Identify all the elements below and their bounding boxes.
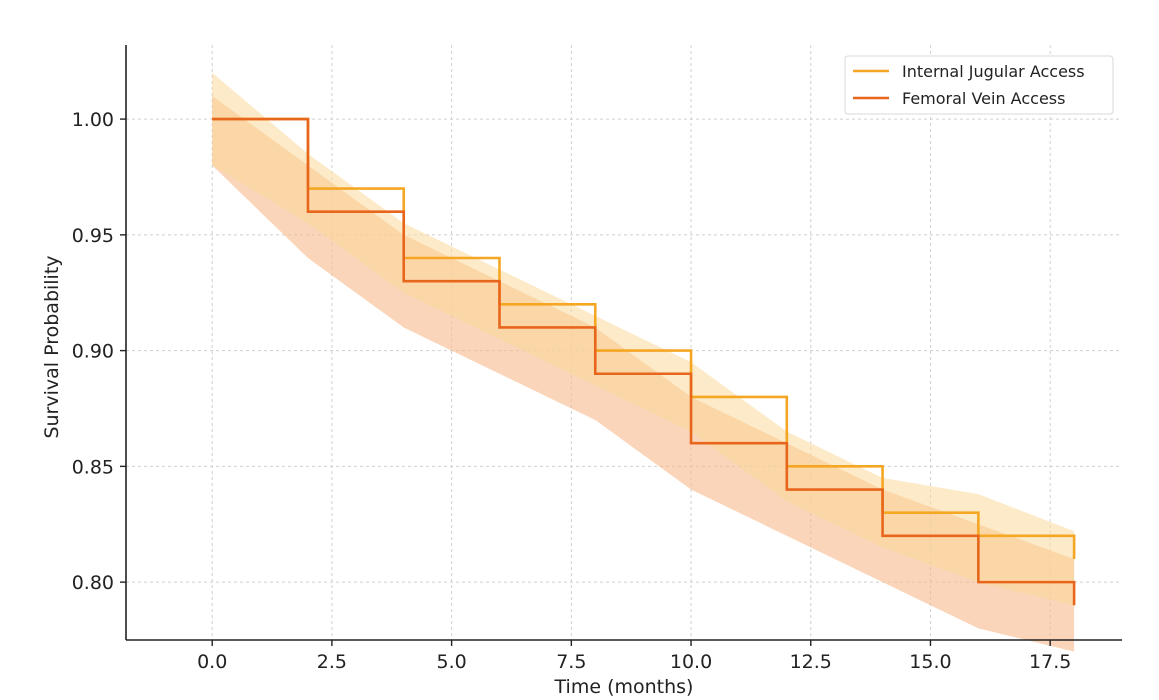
- series-line-femoral-vein: [212, 117, 1076, 606]
- x-tick-label: 0.0: [197, 651, 227, 673]
- y-tick-label: 0.85: [72, 456, 114, 478]
- x-tick-label: 2.5: [317, 651, 347, 673]
- series-line-internal-jugular: [212, 117, 1076, 559]
- x-tick-label: 17.5: [1029, 651, 1071, 673]
- y-tick-label: 0.95: [72, 225, 114, 247]
- y-tick-label: 0.80: [72, 572, 114, 594]
- tick-layer: 0.0 2.5 5.0 7.5 10.0 12.5 15.0 17.5 0.80 0.85 0.90…: [72, 109, 1072, 673]
- x-tick-label: 12.5: [790, 651, 832, 673]
- legend-label-internal-jugular: Internal Jugular Access: [902, 62, 1085, 81]
- legend: Internal Jugular Access Femoral Vein Acc…: [844, 55, 1114, 115]
- legend-label-femoral-vein: Femoral Vein Access: [902, 89, 1065, 108]
- x-tick-label: 7.5: [556, 651, 586, 673]
- series-lines: [212, 117, 1076, 606]
- y-tick-label: 0.90: [72, 341, 114, 363]
- axes: [125, 45, 1122, 641]
- ci-band-internal-jugular: [212, 72, 1075, 606]
- y-axis-title: Survival Probability: [41, 255, 63, 438]
- x-tick-label: 5.0: [437, 651, 467, 673]
- x-axis-title: Time (months): [554, 676, 694, 698]
- x-tick-label: 10.0: [670, 651, 712, 673]
- y-tick-label: 1.00: [72, 109, 114, 131]
- confidence-bands: [212, 72, 1075, 652]
- x-tick-label: 15.0: [909, 651, 951, 673]
- legend-box: [844, 55, 1114, 115]
